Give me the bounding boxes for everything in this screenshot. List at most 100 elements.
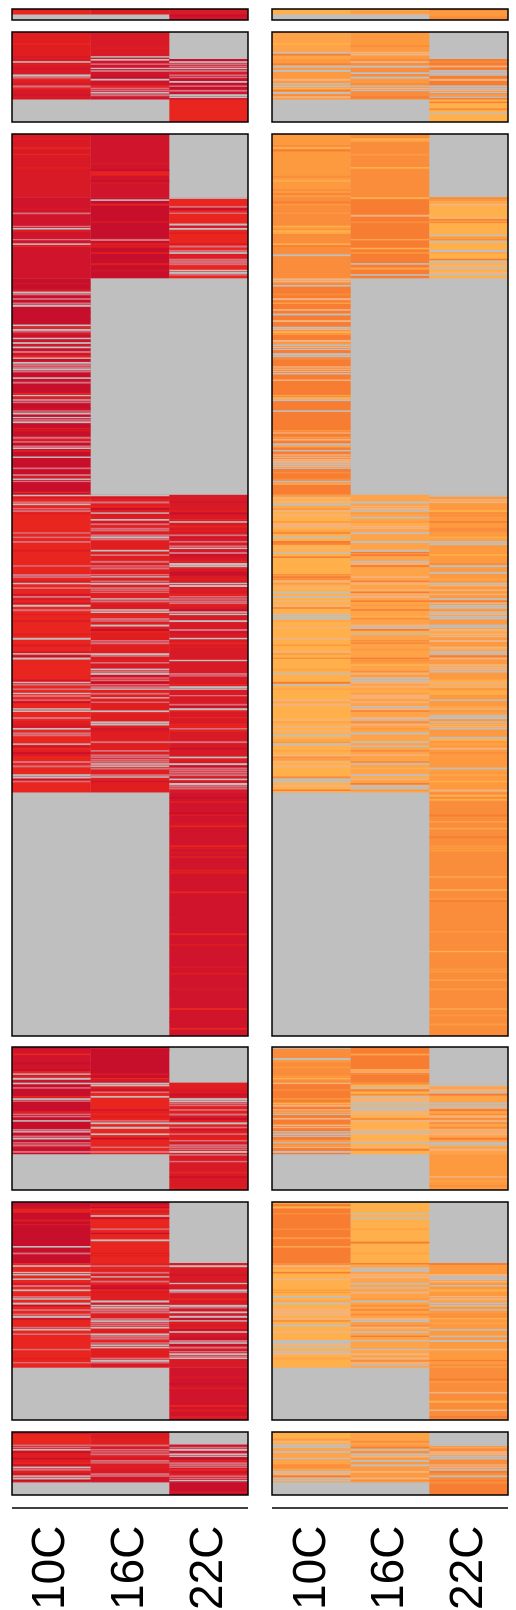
heatmap-cell-block — [429, 99, 508, 122]
heatmap-cell-stripe — [90, 767, 170, 770]
heatmap-cell-stripe — [169, 1477, 248, 1479]
heatmap-cell-stripe — [350, 1320, 430, 1323]
heatmap-cell-stripe — [90, 83, 170, 86]
heatmap-cell-stripe — [429, 1302, 508, 1305]
heatmap-cell-stripe — [350, 710, 430, 712]
heatmap-panel-orange-3 — [271, 133, 509, 1037]
heatmap-cell-stripe — [169, 1102, 248, 1105]
heatmap-cell-stripe — [350, 578, 430, 580]
heatmap-cell-stripe — [12, 1077, 91, 1080]
heatmap-cell-stripe — [12, 138, 91, 140]
heatmap-cell-stripe — [350, 778, 430, 780]
heatmap-cell-stripe — [272, 1111, 351, 1113]
heatmap-cell-stripe — [169, 1468, 248, 1471]
heatmap-cell-stripe — [169, 620, 248, 623]
heatmap-cell-stripe — [169, 787, 248, 790]
heatmap-cell-stripe — [272, 1075, 351, 1077]
heatmap-cell-stripe — [90, 512, 170, 514]
heatmap-cell-stripe — [169, 1416, 248, 1419]
heatmap-cell-stripe — [169, 512, 248, 515]
heatmap-cell-stripe — [12, 491, 91, 494]
heatmap-cell-stripe — [90, 89, 170, 92]
heatmap-cell-stripe — [90, 750, 170, 752]
heatmap-cell-stripe — [429, 1263, 508, 1266]
heatmap-cell-stripe — [12, 1146, 91, 1149]
heatmap-cell-block — [272, 1432, 351, 1445]
heatmap-cell-stripe — [350, 633, 430, 635]
heatmap-cell-block — [350, 197, 430, 279]
heatmap-cell-stripe — [429, 1471, 508, 1473]
heatmap-cell-stripe — [272, 357, 351, 360]
heatmap-cell-stripe — [272, 536, 351, 539]
heatmap-cell-stripe — [272, 201, 351, 204]
heatmap-cell-stripe — [12, 717, 91, 720]
heatmap-cell-stripe — [429, 59, 508, 62]
heatmap-cell-stripe — [429, 1391, 508, 1394]
heatmap-cell-stripe — [90, 1109, 170, 1111]
heatmap-cell-stripe — [272, 298, 351, 301]
heatmap-cell-stripe — [272, 302, 351, 304]
heatmap-cell-stripe — [350, 1449, 430, 1451]
heatmap-cell-stripe — [12, 1293, 91, 1296]
heatmap-cell-stripe — [169, 670, 248, 673]
heatmap-cell-stripe — [429, 197, 508, 200]
heatmap-cell-stripe — [169, 609, 248, 612]
heatmap-cell-stripe — [272, 1126, 351, 1129]
heatmap-cell-stripe — [12, 756, 91, 759]
heatmap-cell-stripe — [169, 85, 248, 87]
heatmap-cell-stripe — [90, 607, 170, 609]
heatmap-cell-stripe — [429, 1128, 508, 1131]
heatmap-cell-stripe — [350, 85, 430, 87]
heatmap-cell-stripe — [90, 203, 170, 206]
heatmap-cell-stripe — [429, 1131, 508, 1133]
heatmap-cell-stripe — [12, 438, 91, 441]
heatmap-cell-stripe — [90, 657, 170, 660]
heatmap-cell-stripe — [169, 1274, 248, 1276]
heatmap-cell-stripe — [350, 664, 430, 666]
heatmap-cell-stripe — [90, 536, 170, 539]
heatmap-cell-stripe — [169, 521, 248, 523]
heatmap-panel-red-5 — [11, 1201, 249, 1421]
heatmap-cell-stripe — [90, 593, 170, 596]
heatmap-cell-stripe — [12, 1348, 91, 1351]
heatmap-cell-stripe — [169, 646, 248, 649]
heatmap-cell-stripe — [90, 1215, 170, 1217]
heatmap-cell-stripe — [272, 346, 351, 349]
heatmap-cell-stripe — [350, 763, 430, 765]
heatmap-panel-orange-6 — [271, 1431, 509, 1496]
heatmap-cell-stripe — [12, 381, 91, 384]
heatmap-cell-stripe — [272, 399, 351, 402]
heatmap-cell-stripe — [90, 532, 170, 535]
heatmap-cell-stripe — [429, 89, 508, 92]
heatmap-cell-stripe — [12, 679, 91, 682]
heatmap-panels — [11, 8, 509, 1496]
heatmap-cell-stripe — [169, 1475, 248, 1477]
heatmap-cell-stripe — [90, 613, 170, 616]
heatmap-cell-stripe — [90, 1473, 170, 1476]
heatmap-cell-stripe — [350, 675, 430, 677]
heatmap-cell-stripe — [272, 70, 351, 72]
heatmap-cell-stripe — [272, 1444, 351, 1447]
heatmap-cell-stripe — [12, 87, 91, 90]
heatmap-cell-stripe — [169, 96, 248, 99]
heatmap-cell-stripe — [350, 624, 430, 627]
heatmap-cell-stripe — [12, 342, 91, 344]
heatmap-cell-stripe — [169, 1335, 248, 1338]
heatmap-cell-stripe — [90, 1477, 170, 1480]
heatmap-cell-stripe — [12, 394, 91, 397]
heatmap-cell-stripe — [350, 1117, 430, 1120]
heatmap-cell-stripe — [12, 350, 91, 353]
heatmap-cell-stripe — [429, 1304, 508, 1307]
heatmap-cell-stripe — [90, 1080, 170, 1082]
heatmap-panel-border — [271, 1201, 509, 1421]
heatmap-cell-stripe — [350, 1131, 430, 1133]
heatmap-cell-stripe — [90, 1047, 170, 1050]
heatmap-cell-stripe — [12, 565, 91, 567]
heatmap-cell-stripe — [90, 1355, 170, 1357]
heatmap-cell-stripe — [272, 1340, 351, 1343]
heatmap-panel-border — [271, 133, 509, 1037]
heatmap-cell-stripe — [350, 167, 430, 169]
heatmap-cell-stripe — [12, 357, 91, 359]
heatmap-cell-stripe — [169, 578, 248, 580]
heatmap-cell-stripe — [12, 368, 91, 371]
